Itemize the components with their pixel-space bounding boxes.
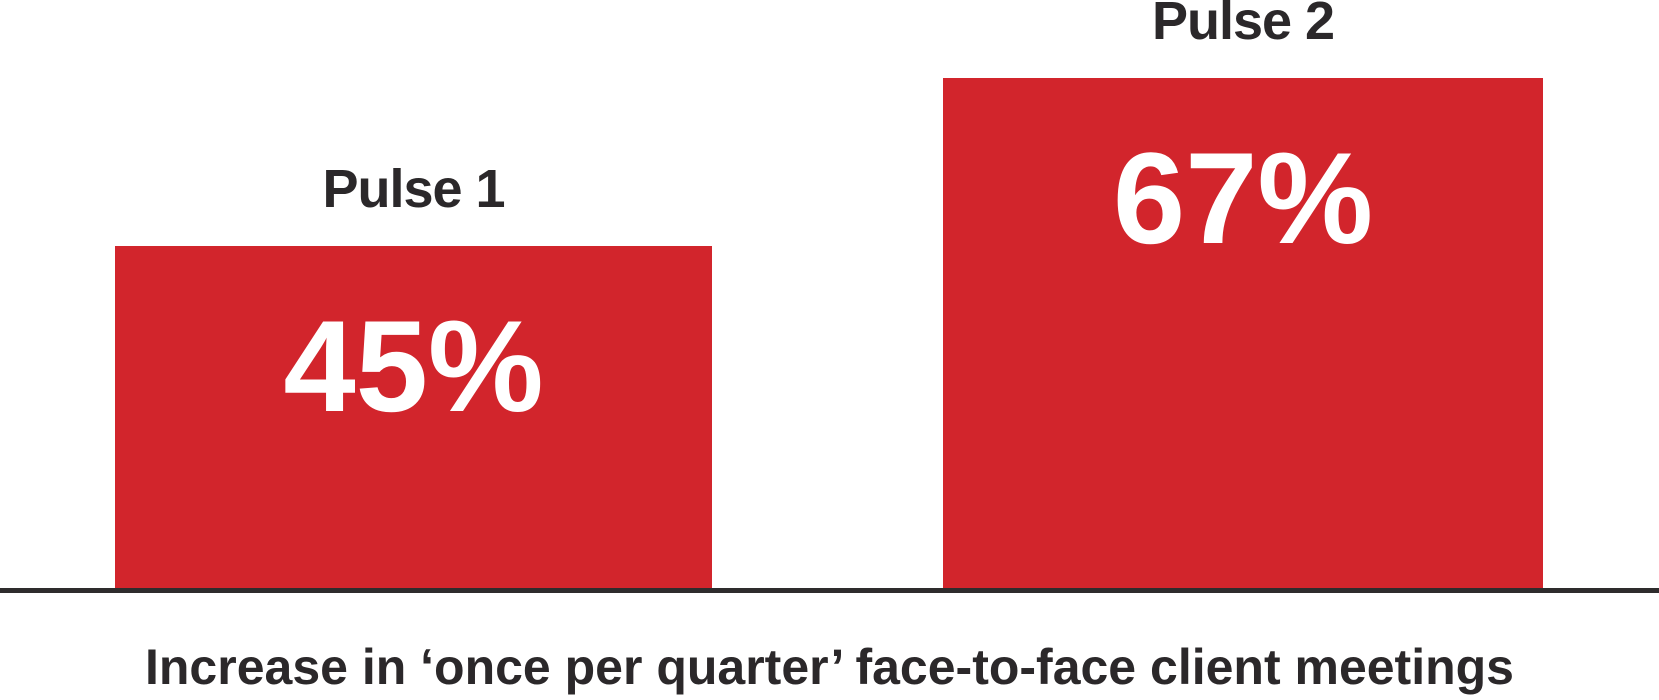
value-label-pulse-2: 67% (1112, 125, 1374, 271)
bar-pulse-1: 45% (115, 246, 712, 588)
value-label-pulse-1: 45% (283, 293, 544, 439)
x-axis-line (0, 588, 1659, 593)
bar-pulse-2: 67% (943, 78, 1543, 588)
category-label-pulse-1: Pulse 1 (322, 159, 505, 219)
category-label-pulse-2: Pulse 2 (1151, 0, 1335, 51)
chart-caption: Increase in ‘once per quarter’ face-to-f… (145, 639, 1514, 695)
